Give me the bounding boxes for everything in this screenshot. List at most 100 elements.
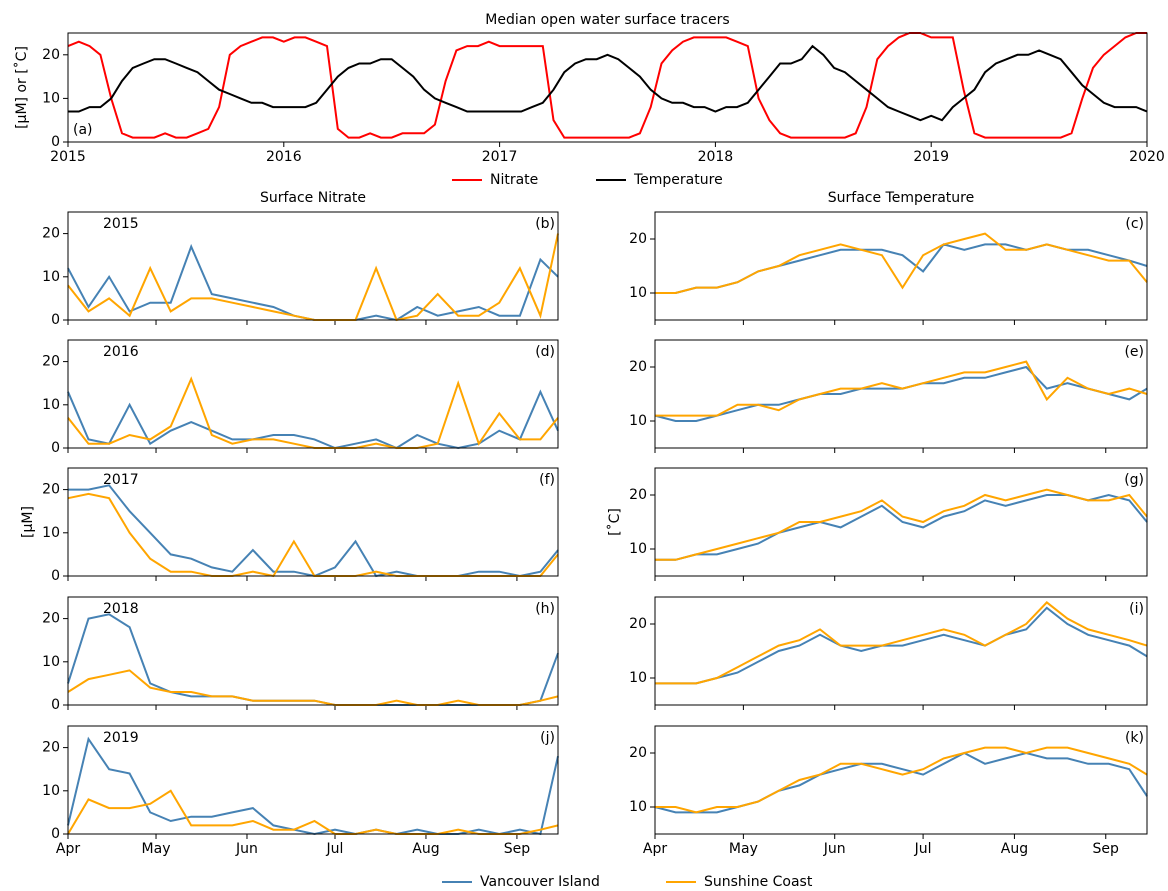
x-tick-label: 2016	[266, 149, 302, 165]
y-tick-label: 0	[51, 134, 60, 150]
y-tick-label: 10	[629, 285, 647, 301]
x-tick-label: 2015	[50, 149, 86, 165]
panel-label: (k)	[1125, 730, 1144, 746]
y-tick-label: 10	[629, 670, 647, 686]
axes-frame	[654, 339, 1148, 449]
axes-frame	[654, 596, 1148, 706]
series-line	[654, 365, 1148, 422]
panel-label: (e)	[1124, 344, 1144, 360]
series-line	[67, 492, 559, 578]
axes-frame	[67, 339, 559, 449]
axes-frame	[67, 596, 559, 706]
y-tick-label: 0	[51, 568, 60, 584]
y-tick-label: 20	[629, 359, 647, 375]
y-tick-label: 20	[629, 231, 647, 247]
axes-frame	[67, 467, 559, 577]
x-tick-label: Sep	[504, 841, 531, 857]
y-tick-label: 10	[629, 413, 647, 429]
y-tick-label: 20	[42, 47, 60, 63]
series-line	[67, 243, 559, 322]
legend-label: Vancouver Island	[480, 874, 600, 890]
x-tick-label: Jun	[823, 841, 846, 857]
series-line	[655, 601, 1148, 685]
panel-title: Surface Nitrate	[260, 190, 366, 206]
axes-frame	[67, 32, 1148, 143]
x-tick-label: Apr	[56, 841, 80, 857]
y-tick-label: 0	[51, 697, 60, 713]
series-line	[655, 360, 1148, 417]
axes-frame	[654, 211, 1148, 321]
x-tick-label: 2017	[482, 149, 518, 165]
year-label: 2015	[103, 216, 139, 232]
series-line	[67, 613, 559, 706]
series-line	[655, 493, 1148, 561]
y-axis-label: [μM] or [˚C]	[13, 46, 30, 129]
axes-frame	[67, 725, 559, 835]
axes-frame	[67, 211, 559, 321]
y-tick-label: 20	[629, 616, 647, 632]
series-line	[654, 751, 1148, 814]
legend-label: Sunshine Coast	[704, 874, 813, 890]
y-tick-label: 10	[629, 799, 647, 815]
panel-label: (a)	[73, 122, 93, 138]
x-tick-label: Sep	[1093, 841, 1120, 857]
legend-label: Temperature	[633, 172, 723, 188]
y-tick-label: 10	[629, 541, 647, 557]
y-tick-label: 10	[42, 525, 60, 541]
year-label: 2017	[103, 472, 139, 488]
panel-label: (b)	[535, 216, 555, 232]
x-tick-label: 2018	[698, 149, 734, 165]
y-tick-label: 20	[42, 611, 60, 627]
y-tick-label: 20	[42, 482, 60, 498]
panel-label: (f)	[539, 472, 555, 488]
panel-label: (c)	[1125, 216, 1144, 232]
y-tick-label: 10	[42, 654, 60, 670]
panel-label: (i)	[1129, 601, 1144, 617]
x-tick-label: Aug	[1001, 841, 1028, 857]
panel-label: (j)	[540, 730, 555, 746]
series-line	[67, 376, 559, 449]
legend-label: Nitrate	[490, 172, 538, 188]
series-line	[67, 669, 559, 706]
panel-title: Median open water surface tracers	[485, 12, 729, 28]
y-tick-label: 10	[42, 783, 60, 799]
x-tick-label: May	[142, 841, 171, 857]
panel-label: (h)	[535, 601, 555, 617]
y-tick-label: 0	[51, 826, 60, 842]
series-line	[67, 736, 559, 836]
year-label: 2016	[103, 344, 139, 360]
y-tick-label: 20	[629, 487, 647, 503]
year-label: 2019	[103, 730, 139, 746]
x-tick-label: Jul	[326, 841, 344, 857]
axes-frame	[654, 467, 1148, 577]
x-tick-label: 2019	[913, 149, 949, 165]
series-line	[68, 44, 1148, 122]
panel-title: Surface Temperature	[828, 190, 974, 206]
series-line	[655, 746, 1148, 814]
y-tick-label: 20	[42, 226, 60, 242]
series-line	[655, 232, 1148, 294]
y-tick-label: 10	[42, 269, 60, 285]
axes-frame	[654, 725, 1148, 835]
y-tick-label: 0	[51, 440, 60, 456]
y-axis-label: [μM]	[20, 506, 36, 538]
y-tick-label: 20	[42, 354, 60, 370]
x-tick-label: Jun	[235, 841, 258, 857]
series-line	[655, 606, 1148, 685]
panel-label: (g)	[1124, 472, 1144, 488]
y-tick-label: 10	[42, 90, 60, 106]
x-tick-label: Apr	[643, 841, 667, 857]
panel-label: (d)	[535, 344, 555, 360]
y-tick-label: 20	[42, 740, 60, 756]
x-tick-label: Jul	[914, 841, 932, 857]
y-tick-label: 10	[42, 397, 60, 413]
series-line	[67, 389, 559, 450]
x-tick-label: May	[729, 841, 758, 857]
x-tick-label: 2020	[1129, 149, 1165, 165]
y-tick-label: 20	[629, 745, 647, 761]
series-line	[68, 484, 559, 578]
series-line	[655, 488, 1148, 561]
y-tick-label: 0	[51, 312, 60, 328]
series-line	[67, 32, 1147, 139]
